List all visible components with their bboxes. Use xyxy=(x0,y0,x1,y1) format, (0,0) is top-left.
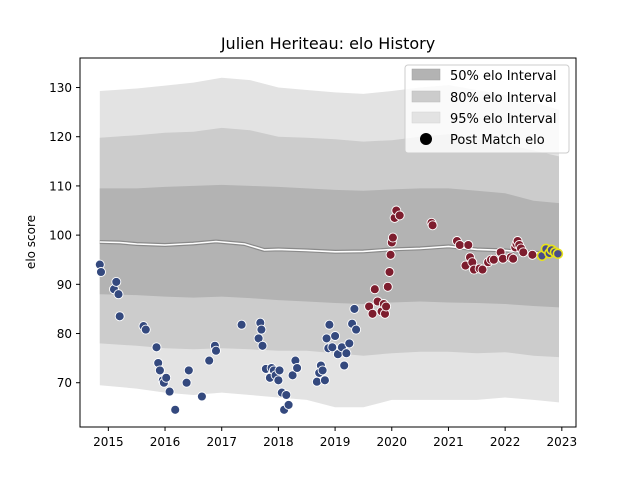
match-point xyxy=(204,355,215,366)
match-point xyxy=(317,365,328,376)
x-tick-label: 2019 xyxy=(320,435,351,449)
match-point xyxy=(96,267,106,277)
x-tick-label: 2015 xyxy=(93,435,124,449)
match-point xyxy=(339,360,350,371)
match-point xyxy=(552,248,564,260)
match-point xyxy=(311,376,322,387)
match-point xyxy=(508,253,519,264)
y-tick-label: 130 xyxy=(49,81,72,95)
match-point xyxy=(381,301,392,312)
match-point xyxy=(256,324,267,335)
match-point xyxy=(382,281,393,292)
plot-frame xyxy=(79,57,577,428)
match-points xyxy=(94,205,564,415)
match-point xyxy=(292,363,303,373)
confidence-bands xyxy=(99,77,560,408)
x-tick-label: 2020 xyxy=(376,435,407,449)
match-point xyxy=(344,338,355,349)
y-tick-label: 90 xyxy=(57,278,72,292)
legend-label-50: 50% elo Interval xyxy=(450,69,557,84)
x-tick-label: 2021 xyxy=(433,435,464,449)
x-tick-label: 2016 xyxy=(150,435,181,449)
rating-line xyxy=(99,240,560,255)
match-point xyxy=(369,284,380,295)
match-point xyxy=(257,340,268,351)
match-point xyxy=(330,331,341,341)
match-point xyxy=(349,303,360,314)
match-point xyxy=(385,249,396,260)
match-point xyxy=(454,240,465,250)
match-point xyxy=(463,240,474,250)
match-point xyxy=(394,210,405,221)
x-tick-label: 2022 xyxy=(490,435,521,449)
match-point xyxy=(427,220,438,231)
legend-swatch-50 xyxy=(411,68,441,81)
legend-swatch-80 xyxy=(411,90,441,103)
x-tick-label: 2018 xyxy=(263,435,294,449)
match-point xyxy=(170,404,181,415)
match-point xyxy=(281,390,292,400)
match-point xyxy=(518,247,529,258)
match-point xyxy=(151,342,162,353)
match-point xyxy=(527,249,538,260)
band-50-area xyxy=(99,184,560,308)
match-point xyxy=(341,348,352,359)
match-point xyxy=(154,365,165,376)
match-point xyxy=(384,267,395,277)
legend-label-post-match: Post Match elo xyxy=(450,133,545,148)
match-point xyxy=(113,289,124,300)
match-point xyxy=(273,375,284,386)
legend-label-80: 80% elo Interval xyxy=(450,91,557,106)
legend-marker-post-match xyxy=(420,133,432,145)
match-point xyxy=(196,391,207,402)
match-point xyxy=(274,365,285,376)
y-tick-label: 120 xyxy=(49,130,72,144)
rating-line-group xyxy=(99,239,560,256)
x-tick-label: 2017 xyxy=(206,435,237,449)
match-point xyxy=(387,232,398,243)
match-point xyxy=(161,372,172,383)
legend-swatch-95 xyxy=(411,111,441,124)
match-point xyxy=(477,264,488,275)
match-point xyxy=(488,254,499,265)
match-point xyxy=(351,324,362,335)
match-point xyxy=(211,345,221,356)
match-point xyxy=(367,308,378,319)
y-tick-label: 100 xyxy=(49,229,72,243)
match-point xyxy=(236,319,247,330)
match-point xyxy=(164,386,175,397)
x-axis: 2015 2016 2017 2018 2019 2020 2021 2022 2023 xyxy=(93,427,577,449)
match-point xyxy=(183,365,194,376)
match-point xyxy=(140,324,151,335)
y-axis-label: elo score xyxy=(24,215,38,269)
legend: 50% elo Interval 80% elo Interval 95% el… xyxy=(404,64,570,154)
match-point xyxy=(283,399,294,410)
match-point xyxy=(321,333,332,344)
match-point xyxy=(287,370,298,381)
y-tick-label: 70 xyxy=(57,376,72,390)
match-point xyxy=(181,377,192,388)
match-point xyxy=(497,253,508,264)
y-tick-label: 80 xyxy=(57,327,72,341)
legend-frame xyxy=(404,64,570,154)
match-point xyxy=(327,342,338,353)
match-point xyxy=(114,311,125,322)
x-tick-label: 2023 xyxy=(547,435,578,449)
match-point xyxy=(111,276,122,287)
chart-title: Julien Heriteau: elo History xyxy=(220,34,435,53)
match-point xyxy=(319,375,330,386)
y-tick-label: 110 xyxy=(49,179,72,193)
match-point xyxy=(324,319,335,330)
y-axis: 70 80 90 100 110 120 130 xyxy=(49,81,80,390)
legend-label-95: 95% elo Interval xyxy=(450,112,557,127)
